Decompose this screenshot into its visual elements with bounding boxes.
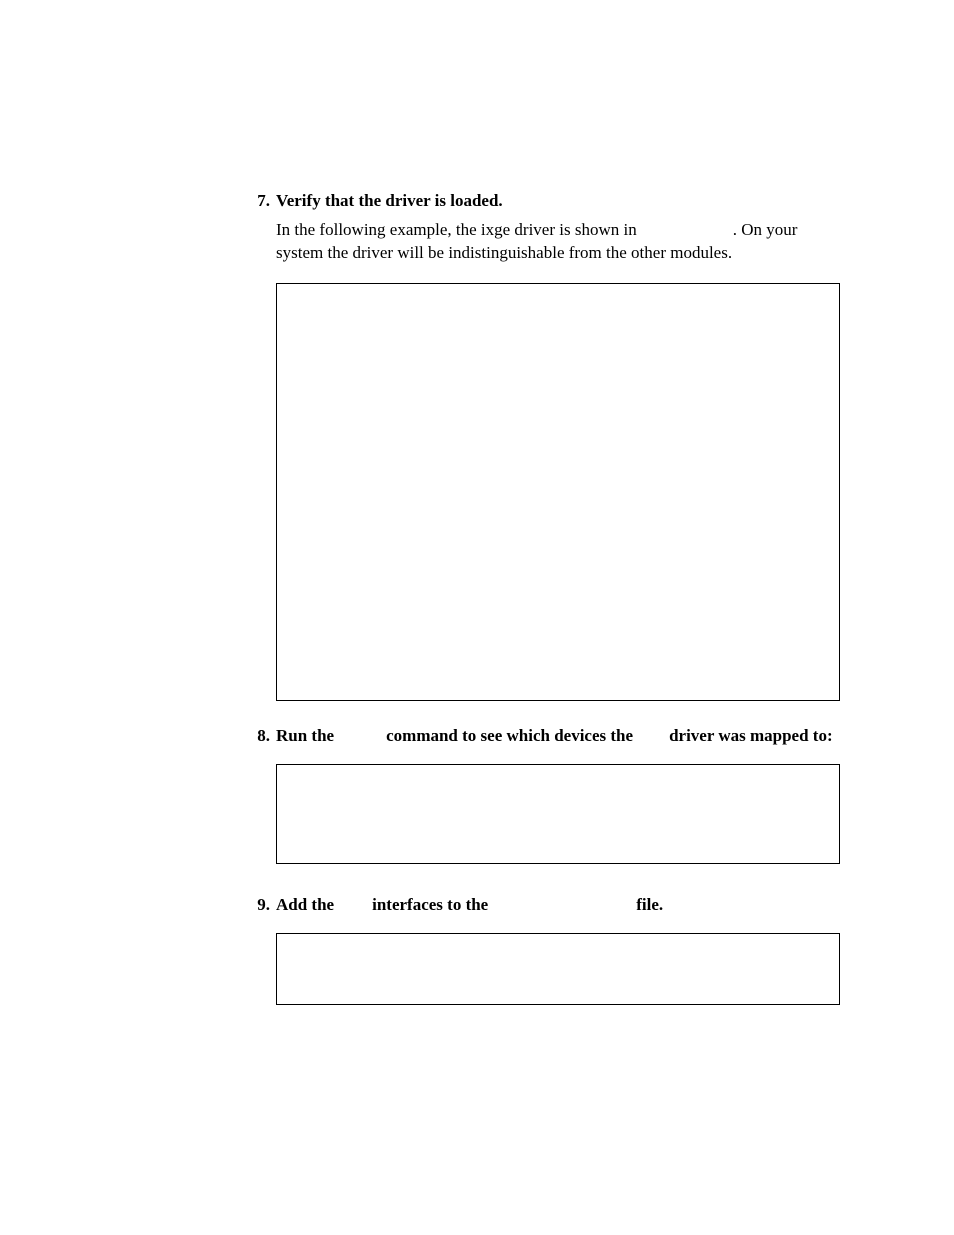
step-8-number: 8. [248, 725, 270, 748]
step-8-title-part1: Run the [276, 726, 334, 745]
step-9-title-part3: file. [636, 895, 663, 914]
step-9-title-part2: interfaces to the [372, 895, 488, 914]
step-9-codebox [276, 933, 840, 1005]
step-9-heading: 9. Add the interfaces to the file. [248, 894, 840, 917]
step-8-title: Run the command to see which devices the d… [276, 725, 840, 748]
step-9-title-part1: Add the [276, 895, 334, 914]
step-8-codebox [276, 764, 840, 864]
step-8-heading: 8. Run the command to see which devices t… [248, 725, 840, 748]
step-8-title-part3: driver was mapped to: [669, 726, 833, 745]
step-9-title: Add the interfaces to the file. [276, 894, 840, 917]
step-8: 8. Run the command to see which devices t… [248, 725, 840, 864]
step-7: 7. Verify that the driver is loaded. In … [248, 190, 840, 701]
step-7-codebox [276, 283, 840, 701]
step-7-number: 7. [248, 190, 270, 213]
document-page: 7. Verify that the driver is loaded. In … [0, 0, 954, 1235]
step-9-number: 9. [248, 894, 270, 917]
step-7-title: Verify that the driver is loaded. [276, 190, 840, 213]
step-8-title-part2: command to see which devices the [386, 726, 633, 745]
step-7-heading: 7. Verify that the driver is loaded. [248, 190, 840, 213]
step-7-body: In the following example, the ixge drive… [276, 219, 840, 265]
step-7-body-pre: In the following example, the ixge drive… [276, 220, 637, 239]
step-9: 9. Add the interfaces to the file. [248, 894, 840, 1005]
